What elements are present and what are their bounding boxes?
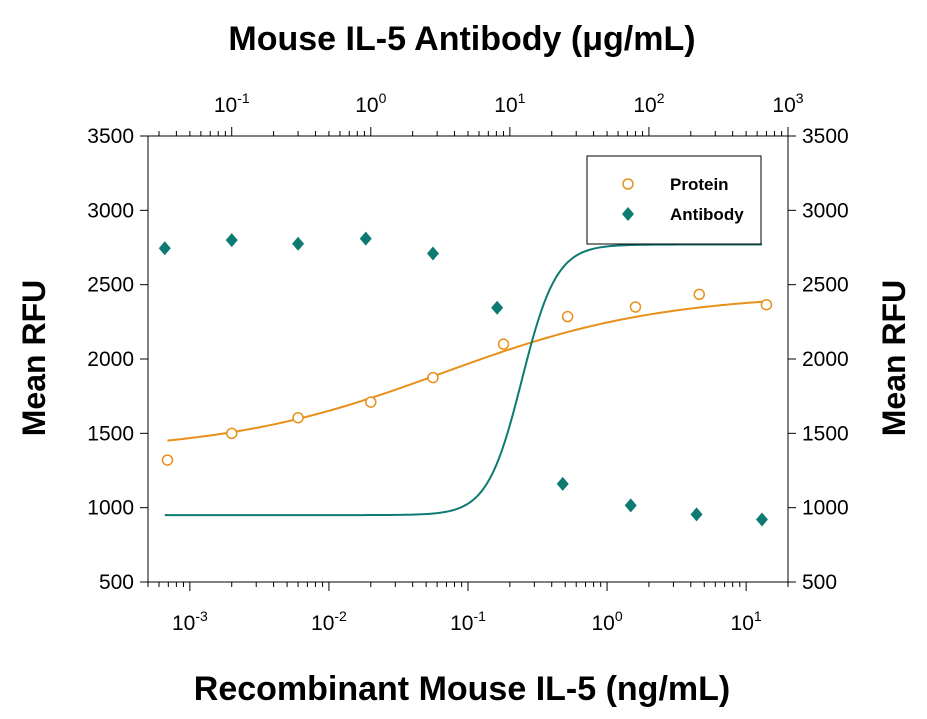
legend-box — [586, 155, 762, 245]
antibody-data-point — [755, 512, 768, 527]
protein-data-point — [760, 298, 773, 311]
y-tick-label-left: 3500 — [87, 125, 134, 148]
antibody-data-point — [225, 233, 238, 248]
y-axis-label-right: Mean RFU — [876, 280, 912, 436]
protein-data-point — [225, 427, 238, 440]
y-tick-label-left: 2500 — [87, 274, 134, 297]
x-tick-label-bottom: 100 — [591, 608, 622, 635]
protein-data-point — [497, 338, 510, 350]
antibody-data-point — [690, 507, 703, 522]
protein-data-point — [292, 411, 304, 424]
x-tick-label-top: 101 — [494, 90, 525, 117]
y-tick-label-right: 3000 — [802, 199, 849, 222]
legend-antibody-label: Antibody — [670, 205, 744, 224]
y-axis-label-left: Mean RFU — [16, 280, 52, 436]
x-axis-label: Recombinant Mouse IL-5 (ng/mL) — [194, 670, 730, 708]
y-tick-label-right: 1500 — [802, 422, 849, 445]
y-tick-label-right: 2500 — [802, 274, 849, 297]
legend-antibody-marker-icon — [622, 207, 634, 221]
legend-protein-marker-icon — [622, 178, 634, 190]
antibody-data-point — [359, 231, 372, 246]
y-tick-label-left: 500 — [99, 571, 134, 594]
protein-data-point — [161, 454, 174, 466]
protein-data-point — [427, 371, 439, 384]
protein-fit-curve — [167, 300, 767, 442]
x-tick-label-top: 103 — [772, 90, 803, 117]
protein-data-point — [629, 301, 642, 313]
protein-data-point — [365, 396, 377, 408]
antibody-data-point — [292, 236, 305, 251]
x-tick-label-bottom: 10-1 — [450, 608, 486, 635]
x-tick-label-bottom: 101 — [731, 608, 762, 635]
legend-protein-label: Protein — [670, 175, 729, 194]
antibody-data-point — [491, 300, 504, 315]
x-tick-label-top: 100 — [355, 90, 386, 117]
axes-group: 10-3 10-2 10-1 100 101 10-1 100 101 102 103 500 500… — [87, 90, 848, 635]
y-tick-label-right: 2000 — [802, 348, 849, 371]
antibody-data-point — [624, 498, 637, 513]
y-tick-label-left: 1500 — [87, 422, 134, 445]
protein-data-point — [561, 310, 574, 323]
y-tick-label-right: 500 — [802, 571, 837, 594]
y-tick-label-right: 3500 — [802, 125, 849, 148]
antibody-data-point — [426, 246, 439, 261]
antibody-fit-curve — [164, 243, 762, 517]
antibody-data-point — [158, 241, 171, 256]
x-tick-label-top: 10-1 — [214, 90, 250, 117]
x-tick-label-bottom: 10-3 — [172, 608, 208, 635]
y-tick-label-left: 1000 — [87, 497, 134, 520]
x-tick-label-bottom: 10-2 — [311, 608, 347, 635]
y-tick-label-left: 2000 — [87, 348, 134, 371]
y-tick-label-left: 3000 — [87, 199, 134, 222]
fit-curves-group — [164, 243, 767, 517]
y-tick-label-right: 1000 — [802, 497, 849, 520]
chart-title: Mouse IL-5 Antibody (μg/mL) — [228, 20, 695, 58]
protein-data-point — [693, 288, 705, 301]
antibody-data-point — [556, 476, 569, 491]
data-points-group — [158, 231, 773, 527]
legend: Protein Antibody — [586, 155, 762, 245]
x-tick-label-top: 102 — [633, 90, 664, 117]
